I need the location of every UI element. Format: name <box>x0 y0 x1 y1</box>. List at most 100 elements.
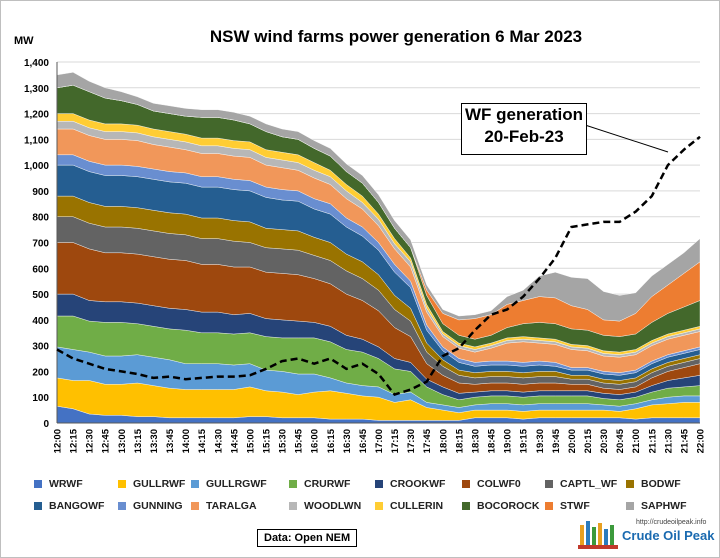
legend-item-crurwf: CRURWF <box>289 478 350 490</box>
y-tick-label: 800 <box>32 213 49 224</box>
x-tick-label: 19:45 <box>551 428 562 453</box>
legend-label: GULLRWF <box>133 478 186 490</box>
y-tick-label: 1,200 <box>24 110 49 121</box>
legend-swatch <box>191 480 199 488</box>
y-tick-label: 200 <box>32 367 49 378</box>
legend-item-bodwf: BODWF <box>626 478 681 490</box>
x-tick-label: 15:15 <box>261 428 272 453</box>
legend-label: STWF <box>560 500 590 512</box>
x-tick-label: 14:00 <box>181 429 192 453</box>
legend-label: CROOKWF <box>390 478 446 490</box>
stacked-areas <box>56 72 701 424</box>
x-tick-label: 16:00 <box>310 429 321 453</box>
x-tick-label: 15:45 <box>294 428 305 453</box>
legend-item-saphwf: SAPHWF <box>626 500 687 512</box>
y-tick-labels: 0 100 200 300 400 500 600 700 800 900 1,000 1,100 1,… <box>24 58 49 430</box>
legend-label: SAPHWF <box>641 500 687 512</box>
legend-item-bocorock: BOCOROCK <box>462 500 539 512</box>
x-tick-label: 20:00 <box>567 429 578 453</box>
legend-label: TARALGA <box>206 500 257 512</box>
legend-item-wrwf: WRWF <box>34 478 83 490</box>
legend-swatch <box>34 480 42 488</box>
y-tick-label: 1,000 <box>24 161 49 172</box>
legend-item-bangowf: BANGOWF <box>34 500 104 512</box>
legend-item-stwf: STWF <box>545 500 590 512</box>
chart-title: NSW wind farms power generation 6 Mar 20… <box>210 27 582 46</box>
legend-item-gullrwf: GULLRWF <box>118 478 185 490</box>
x-tick-label: 18:45 <box>487 428 498 453</box>
legend-label: BANGOWF <box>49 500 105 512</box>
x-tick-label: 13:30 <box>149 429 160 453</box>
x-tick-label: 19:00 <box>503 429 514 453</box>
x-tick-label: 13:15 <box>133 428 144 453</box>
legend-label: BOCOROCK <box>477 500 540 512</box>
x-tick-label: 21:45 <box>679 428 690 453</box>
x-tick-label: 12:30 <box>85 429 96 453</box>
legend-swatch <box>545 502 553 510</box>
legend-label: BODWF <box>641 478 681 490</box>
legend-item-colwf0: COLWF0 <box>462 478 521 490</box>
y-tick-label: 1,100 <box>24 135 49 146</box>
legend-swatch <box>289 502 297 510</box>
legend-label: WOODLWN <box>304 500 362 512</box>
legend-swatch <box>375 502 383 510</box>
x-tick-labels: 12:00 12:15 12:30 12:45 13:00 13:15 13:30 13:45… <box>53 428 707 453</box>
x-tick-label: 21:30 <box>663 429 674 453</box>
y-tick-label: 900 <box>32 187 49 198</box>
x-tick-label: 22:00 <box>696 429 707 453</box>
callout-line-1: WF generation <box>464 105 584 124</box>
legend-swatch <box>191 502 199 510</box>
x-tick-label: 13:00 <box>117 429 128 453</box>
y-tick-label: 400 <box>32 316 49 327</box>
y-tick-label: 700 <box>32 239 49 250</box>
legend-swatch <box>545 480 553 488</box>
x-tick-label: 17:30 <box>406 429 417 453</box>
source-note: Data: Open NEM <box>257 529 358 547</box>
legend-item-woodlwn: WOODLWN <box>289 500 361 512</box>
brand-url: http://crudeoilpeak.info <box>636 519 707 526</box>
x-tick-label: 18:00 <box>438 429 449 453</box>
y-tick-label: 600 <box>32 264 49 275</box>
legend-label: COLWF0 <box>477 478 521 490</box>
legend-item-gunning: GUNNING <box>118 500 183 512</box>
callout-arrow <box>584 124 669 153</box>
x-tick-label: 13:45 <box>165 428 176 453</box>
x-tick-label: 20:30 <box>599 429 610 453</box>
legend-swatch <box>118 502 126 510</box>
x-tick-label: 17:45 <box>422 428 433 453</box>
x-tick-label: 21:15 <box>647 428 658 453</box>
legend-item-captl-wf: CAPTL_WF <box>545 478 617 490</box>
x-tick-label: 21:00 <box>631 429 642 453</box>
x-tick-label: 12:00 <box>53 429 64 453</box>
legend-swatch <box>118 480 126 488</box>
brand-logo-icon <box>578 521 618 549</box>
x-tick-label: 17:00 <box>374 429 385 453</box>
legend-swatch <box>34 502 42 510</box>
legend-item-crookwf: CROOKWF <box>375 478 445 490</box>
x-tick-label: 16:15 <box>326 428 337 453</box>
y-axis-label: MW <box>14 35 34 47</box>
area-saphwf <box>56 72 701 322</box>
y-tick-label: 0 <box>43 419 49 430</box>
x-tick-label: 20:45 <box>615 428 626 453</box>
x-tick-label: 19:30 <box>535 429 546 453</box>
legend-item-gullrgwf: GULLRGWF <box>191 478 267 490</box>
legend-item-taralga: TARALGA <box>191 500 257 512</box>
x-tick-label: 14:45 <box>229 428 240 453</box>
x-tick-label: 16:30 <box>342 429 353 453</box>
y-tick-label: 500 <box>32 290 49 301</box>
legend-label: CAPTL_WF <box>560 478 618 490</box>
x-tick-label: 16:45 <box>358 428 369 453</box>
legend-swatch <box>289 480 297 488</box>
x-tick-label: 14:30 <box>213 429 224 453</box>
y-tick-label: 100 <box>32 393 49 404</box>
comparison-callout: WF generation 20-Feb-23 <box>461 103 587 155</box>
y-tick-label: 300 <box>32 342 49 353</box>
brand-name: Crude Oil Peak <box>622 528 715 543</box>
legend-label: CRURWF <box>304 478 351 490</box>
x-tick-label: 12:15 <box>69 428 80 453</box>
y-tick-label: 1,400 <box>24 58 49 69</box>
legend-label: CULLERIN <box>390 500 444 512</box>
axes <box>56 62 700 424</box>
